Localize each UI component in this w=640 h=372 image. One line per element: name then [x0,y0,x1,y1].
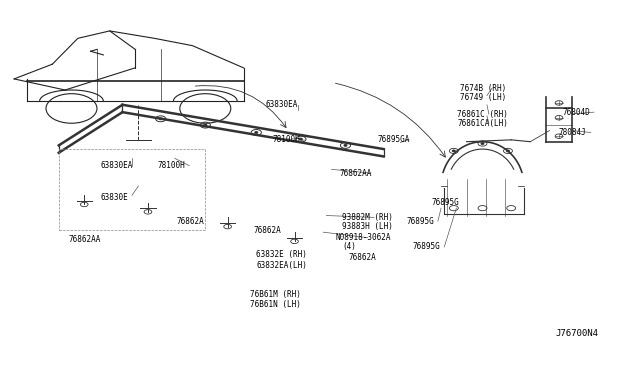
Circle shape [507,150,509,152]
Text: 76749 (LH): 76749 (LH) [460,93,506,102]
Text: 7674B (RH): 7674B (RH) [460,84,506,93]
Circle shape [481,143,484,144]
Text: 78084J: 78084J [559,128,587,137]
Text: 78100H: 78100H [272,135,300,144]
Text: 76895G: 76895G [412,243,440,251]
Text: 76862A: 76862A [177,217,204,225]
Circle shape [452,150,455,152]
Text: 76B61N (LH): 76B61N (LH) [250,300,301,309]
Text: J76700N4: J76700N4 [556,329,599,338]
Text: 63832EA(LH): 63832EA(LH) [256,261,307,270]
Text: 76862A: 76862A [349,253,376,263]
Circle shape [255,132,257,133]
Text: 63832E (RH): 63832E (RH) [256,250,307,259]
Text: 93882M (RH): 93882M (RH) [342,213,393,222]
Text: 76862A: 76862A [253,226,281,235]
Text: 63830EA: 63830EA [266,100,298,109]
Text: 76895G: 76895G [406,217,434,225]
Text: 76895G: 76895G [431,198,460,207]
Circle shape [159,118,162,119]
Text: 76861CA(LH): 76861CA(LH) [457,119,508,128]
Text: 63830EA: 63830EA [100,161,132,170]
Text: 76895GA: 76895GA [378,135,410,144]
Circle shape [344,145,347,146]
Text: N08918-3062A: N08918-3062A [336,233,392,242]
Text: 76B61M (RH): 76B61M (RH) [250,291,301,299]
Text: 76861C (RH): 76861C (RH) [457,109,508,119]
Text: (4): (4) [342,243,356,251]
Text: 76804D: 76804D [562,108,590,117]
Circle shape [204,124,207,126]
Text: 93883H (LH): 93883H (LH) [342,222,393,231]
Text: 76862AA: 76862AA [68,235,100,244]
Text: 76862AA: 76862AA [339,169,371,177]
Text: 78100H: 78100H [157,161,185,170]
Circle shape [300,138,302,140]
Text: 63830E: 63830E [100,193,128,202]
